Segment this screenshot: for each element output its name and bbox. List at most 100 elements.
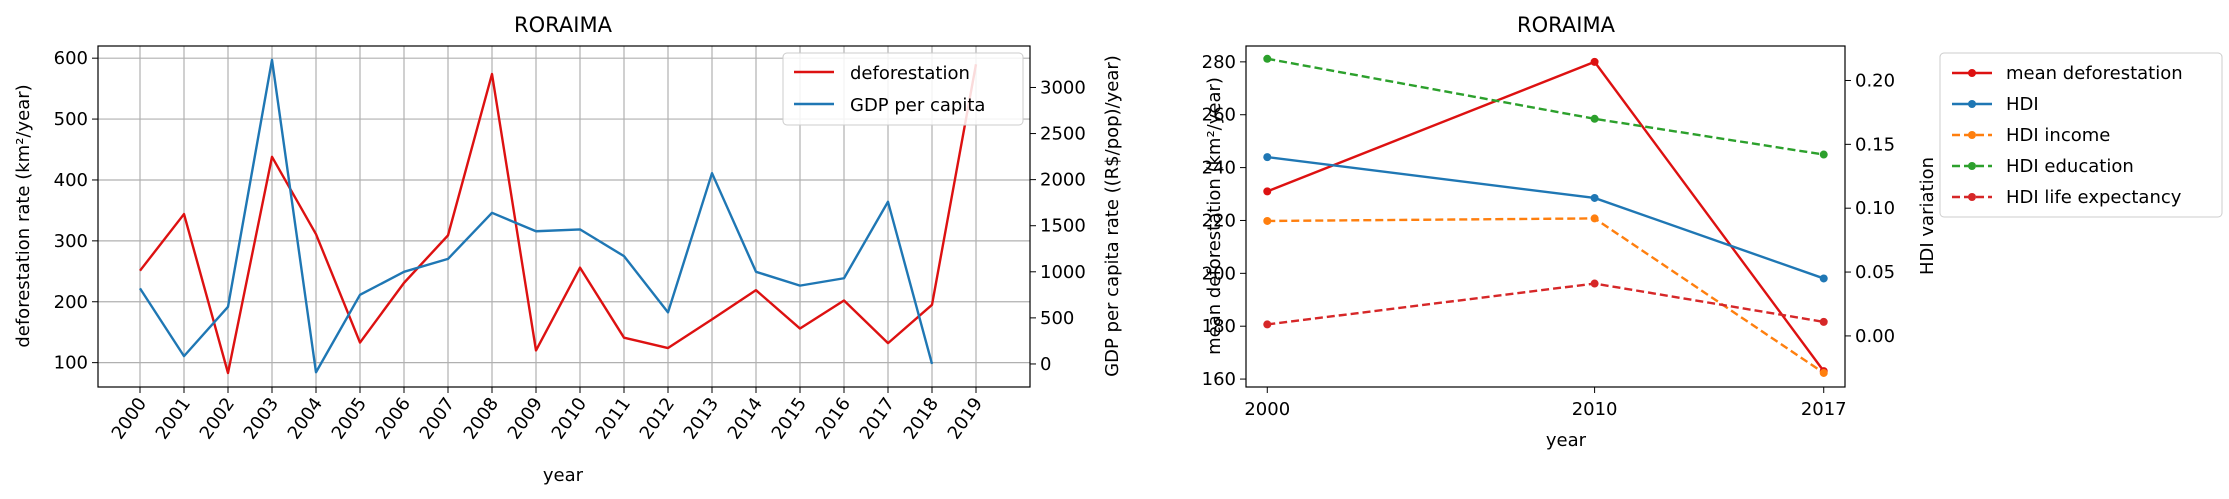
chart2-right-tick-label: 0.00 xyxy=(1855,326,1895,347)
chart2-legend-box xyxy=(1939,52,2223,218)
chart1-grid xyxy=(98,46,1030,387)
chart2-legend-marker-hdi xyxy=(1968,100,1976,108)
chart1-x-tick-label: 2010 xyxy=(548,394,591,444)
chart1-right-tick-label: 1500 xyxy=(1040,216,1086,237)
chart2-point-hdi-income xyxy=(1590,214,1599,223)
chart1-right-tick-label: 2500 xyxy=(1040,124,1086,145)
chart2-x-tick-label: 2000 xyxy=(1244,399,1290,420)
chart1-x-tick-label: 2005 xyxy=(328,394,371,444)
chart1-right-tick-label: 3000 xyxy=(1040,77,1086,98)
chart2-legend-label-hdi-income: HDI income xyxy=(2006,125,2110,146)
chart2-point-hdi-education xyxy=(1263,54,1272,63)
chart1-xlabel: year xyxy=(543,465,584,486)
chart1-x-tick-label: 2015 xyxy=(768,394,811,444)
chart1-series-deforestation xyxy=(139,64,978,375)
chart2-point-mean-deforestation xyxy=(1263,187,1272,196)
chart2-x-tick-label: 2010 xyxy=(1572,399,1618,420)
chart1-right-ticks: 0 500 1000 1500 2000 2500 3000 xyxy=(1030,77,1086,375)
chart1-x-tick-label: 2012 xyxy=(636,394,679,444)
chart2-legend-label-hdi-education: HDI education xyxy=(2006,156,2134,177)
chart1-y2label: GDP per capita rate ((R$/pop)/year) xyxy=(1102,55,1123,377)
chart2-legend-label-mean-deforestation: mean deforestation xyxy=(2006,63,2183,84)
chart-deforestation-gdp: RORAIMA 100 200 300 400 500 600 0 500 1000 1500 2… xyxy=(13,13,1123,486)
chart2-legend-label-hdi: HDI xyxy=(2006,94,2039,115)
chart1-x-tick-label: 2013 xyxy=(680,394,723,444)
chart2-legend-marker-hdi-education xyxy=(1968,162,1976,170)
chart2-point-hdi-life-expectancy xyxy=(1819,317,1828,326)
chart2-ylabel: mean deforestation (km²/year) xyxy=(1204,77,1225,355)
chart1-legend-box xyxy=(782,52,1024,126)
chart1-ylabel: deforestation rate (km²/year) xyxy=(13,84,34,347)
chart1-x-tick-label: 2009 xyxy=(504,394,547,444)
chart2-legend-marker-hdi-life-expectancy xyxy=(1968,193,1976,201)
chart2-point-hdi-life-expectancy xyxy=(1590,279,1599,288)
chart1-title: RORAIMA xyxy=(514,13,613,37)
chart2-x-ticks: 2000 2010 2017 xyxy=(1244,387,1847,420)
chart2-x-tick-label: 2017 xyxy=(1801,399,1847,420)
chart2-point-hdi-education xyxy=(1590,114,1599,123)
chart1-left-tick-label: 100 xyxy=(54,353,88,374)
chart2-point-hdi xyxy=(1590,193,1599,202)
chart1-x-tick-label: 2018 xyxy=(900,394,943,444)
chart1-left-tick-label: 200 xyxy=(54,292,88,313)
chart1-x-tick-label: 2014 xyxy=(724,394,767,444)
chart1-x-tick-label: 2006 xyxy=(372,394,415,444)
chart2-point-hdi-life-expectancy xyxy=(1263,320,1272,329)
chart1-x-tick-label: 2019 xyxy=(944,394,987,444)
chart2-left-tick-label: 200 xyxy=(1202,263,1236,284)
chart2-legend: mean deforestation HDI HDI income HDI educa… xyxy=(1939,52,2223,218)
chart2-point-hdi-income xyxy=(1819,368,1828,377)
chart2-series-hdi-education xyxy=(1267,57,1824,156)
chart1-x-tick-label: 2002 xyxy=(196,394,239,444)
chart2-xlabel: year xyxy=(1546,430,1587,451)
chart1-right-tick-label: 0 xyxy=(1040,354,1051,375)
chart2-right-tick-label: 0.10 xyxy=(1855,198,1895,219)
chart2-left-tick-label: 160 xyxy=(1202,369,1236,390)
chart1-plot-frame xyxy=(97,45,1031,388)
chart1-x-tick-label: 2011 xyxy=(592,394,635,444)
chart2-right-tick-label: 0.05 xyxy=(1855,262,1895,283)
chart1-x-tick-label: 2000 xyxy=(108,394,151,444)
chart2-right-tick-label: 0.20 xyxy=(1855,70,1895,91)
chart1-right-tick-label: 2000 xyxy=(1040,170,1086,191)
chart1-right-tick-label: 1000 xyxy=(1040,262,1086,283)
chart2-right-ticks: 0.00 0.05 0.10 0.15 0.20 xyxy=(1845,70,1895,347)
chart2-point-hdi-education xyxy=(1819,150,1828,159)
chart2-lines xyxy=(1263,54,1828,377)
chart1-legend-deforestation-label: deforestation xyxy=(850,63,970,84)
chart2-point-hdi-income xyxy=(1263,216,1272,225)
chart2-left-tick-label: 220 xyxy=(1202,210,1236,231)
chart2-left-tick-label: 180 xyxy=(1202,316,1236,337)
chart2-left-tick-label: 240 xyxy=(1202,158,1236,179)
chart1-legend: deforestation GDP per capita xyxy=(782,52,1024,126)
chart1-x-tick-label: 2016 xyxy=(812,394,855,444)
chart1-x-ticks: 2000 2001 2002 2003 2004 2005 2006 2007 2008 2009… xyxy=(108,387,987,443)
chart2-point-mean-deforestation xyxy=(1590,57,1599,66)
chart1-left-tick-label: 600 xyxy=(54,48,88,69)
chart1-x-tick-label: 2008 xyxy=(460,394,503,444)
chart1-x-tick-label: 2004 xyxy=(284,394,327,444)
chart1-left-tick-label: 300 xyxy=(54,231,88,252)
chart1-x-tick-label: 2017 xyxy=(856,394,899,444)
chart1-x-tick-label: 2001 xyxy=(152,394,195,444)
chart2-left-tick-label: 260 xyxy=(1202,105,1236,126)
chart2-legend-marker-hdi-income xyxy=(1968,131,1976,139)
chart2-series-mean-deforestation xyxy=(1266,60,1825,372)
chart1-legend-gdp-label: GDP per capita xyxy=(850,95,985,116)
chart1-x-tick-label: 2003 xyxy=(240,394,283,444)
chart1-left-tick-label: 400 xyxy=(54,170,88,191)
chart2-point-hdi xyxy=(1819,274,1828,283)
chart1-left-tick-label: 500 xyxy=(54,109,88,130)
chart1-right-tick-label: 500 xyxy=(1040,308,1074,329)
chart2-series-hdi-life-expectancy xyxy=(1267,282,1824,326)
chart2-left-ticks: 160 180 200 220 240 260 280 xyxy=(1202,52,1246,390)
chart2-plot-frame xyxy=(1245,45,1846,388)
chart1-left-ticks: 100 200 300 400 500 600 xyxy=(54,48,98,374)
chart2-legend-marker-mean-deforestation xyxy=(1968,69,1976,77)
chart2-right-tick-label: 0.15 xyxy=(1855,134,1895,155)
chart2-left-tick-label: 280 xyxy=(1202,52,1236,73)
chart1-x-tick-label: 2007 xyxy=(416,394,459,444)
chart2-legend-label-hdi-life-expectancy: HDI life expectancy xyxy=(2006,187,2182,208)
